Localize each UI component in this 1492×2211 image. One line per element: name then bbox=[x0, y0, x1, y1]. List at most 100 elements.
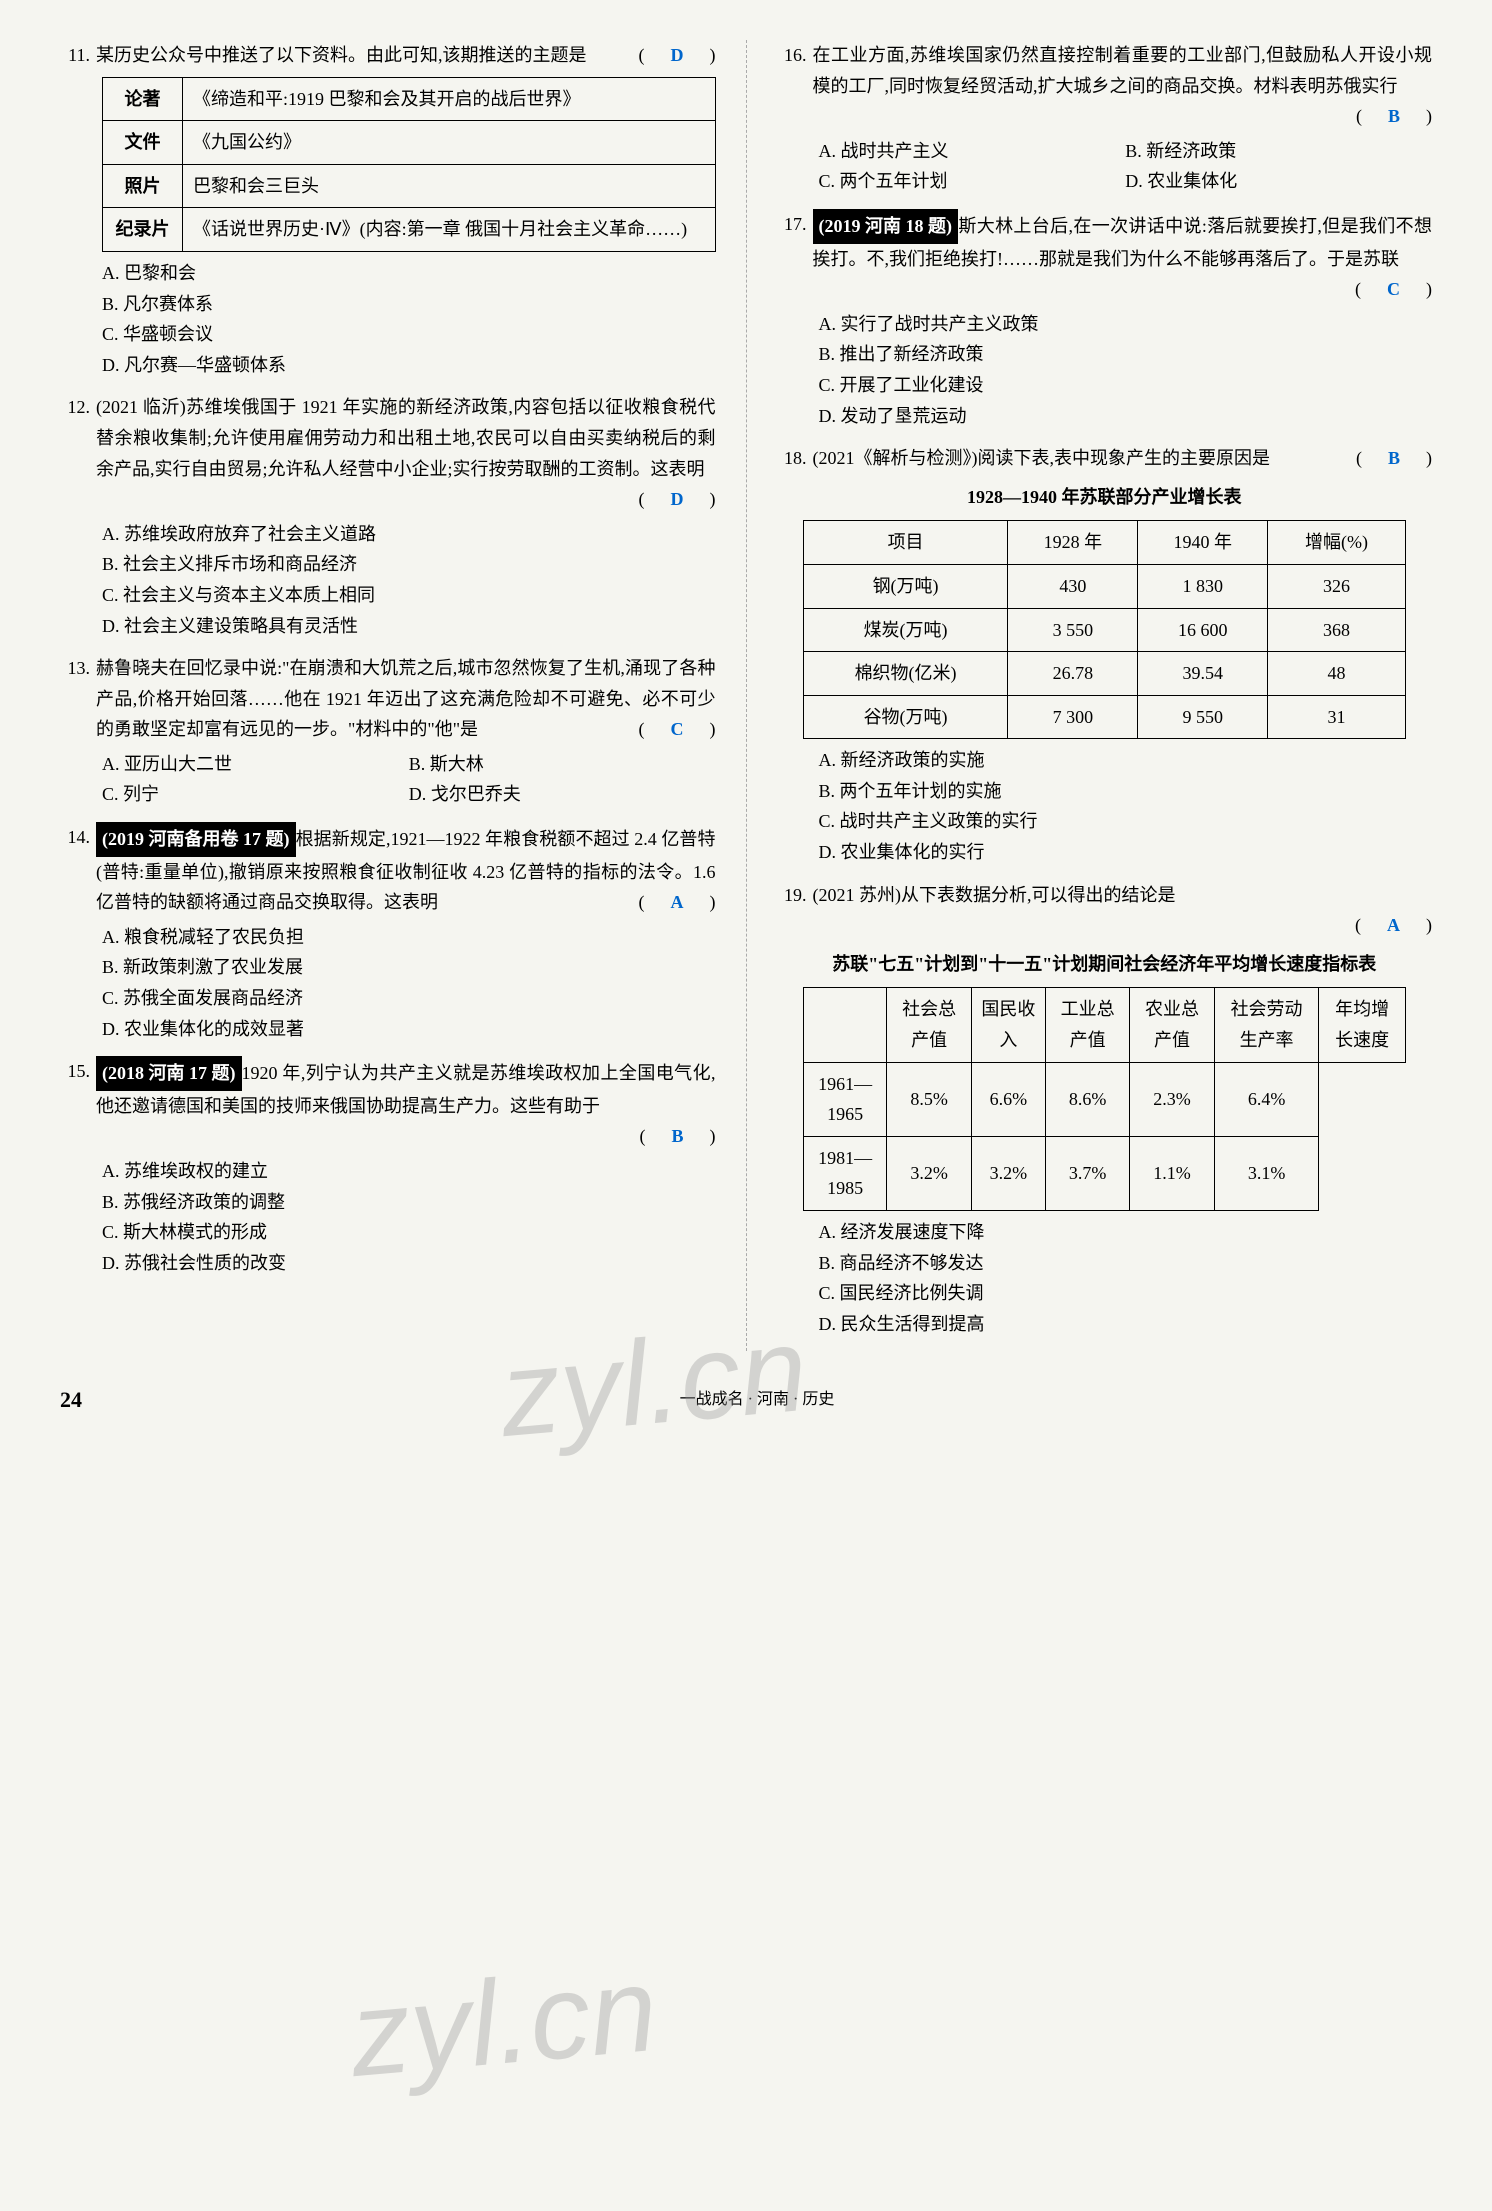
option: B. 商品经济不够发达 bbox=[819, 1248, 1433, 1279]
th bbox=[803, 988, 887, 1062]
option: C. 两个五年计划 bbox=[819, 166, 1126, 197]
q18-table: 项目 1928 年 1940 年 增幅(%) 钢(万吨) 430 1 830 3… bbox=[803, 520, 1406, 739]
option: D. 发动了垦荒运动 bbox=[819, 401, 1433, 432]
q-text: (2018 河南 17 题)1920 年,列宁认为共产主义就是苏维埃政权加上全国… bbox=[96, 1056, 716, 1152]
answer: D bbox=[663, 45, 692, 65]
question-13: 13. 赫鲁晓夫在回忆录中说:"在崩溃和大饥荒之后,城市忽然恢复了生机,涌现了各… bbox=[60, 653, 716, 810]
answer: D bbox=[663, 489, 692, 509]
answer: A bbox=[1379, 915, 1408, 935]
options: A. 战时共产主义 B. 新经济政策 C. 两个五年计划 D. 农业集体化 bbox=[777, 136, 1433, 197]
cell: 2.3% bbox=[1130, 1062, 1214, 1136]
option: D. 农业集体化 bbox=[1125, 166, 1432, 197]
cell: 1 830 bbox=[1138, 564, 1268, 608]
q-body: 赫鲁晓夫在回忆录中说:"在崩溃和大饥荒之后,城市忽然恢复了生机,涌现了各种产品,… bbox=[96, 658, 716, 739]
cell: 1.1% bbox=[1130, 1136, 1214, 1210]
cell: 1961—1965 bbox=[803, 1062, 887, 1136]
book-title: 一战成名 · 河南 · 历史 bbox=[680, 1386, 835, 1413]
q-number: 16. bbox=[777, 40, 813, 71]
question-15: 15. (2018 河南 17 题)1920 年,列宁认为共产主义就是苏维埃政权… bbox=[60, 1056, 716, 1278]
answer: A bbox=[663, 892, 692, 912]
option: B. 斯大林 bbox=[409, 749, 716, 780]
option: B. 新经济政策 bbox=[1125, 136, 1432, 167]
answer-slot: ( B ) bbox=[1356, 443, 1432, 474]
th: 社会总产值 bbox=[887, 988, 971, 1062]
option: D. 苏俄社会性质的改变 bbox=[102, 1248, 716, 1279]
cell: 《话说世界历史·Ⅳ》(内容:第一章 俄国十月社会主义革命……) bbox=[183, 208, 716, 252]
option: D. 社会主义建设策略具有灵活性 bbox=[102, 611, 716, 642]
answer: B bbox=[1380, 106, 1408, 126]
option: C. 列宁 bbox=[102, 779, 409, 810]
q19-table: 社会总产值 国民收入 工业总产值 农业总产值 社会劳动生产率 年均增长速度 19… bbox=[803, 987, 1406, 1211]
cell: 48 bbox=[1268, 652, 1406, 696]
cell: 《缔造和平:1919 巴黎和会及其开启的战后世界》 bbox=[183, 77, 716, 121]
q-text: (2021 临沂)苏维埃俄国于 1921 年实施的新经济政策,内容包括以征收粮食… bbox=[96, 392, 716, 514]
q-body: (2021《解析与检测》)阅读下表,表中现象产生的主要原因是 bbox=[813, 448, 1271, 468]
answer-slot: ( B ) bbox=[639, 1121, 715, 1152]
question-17: 17. (2019 河南 18 题)斯大林上台后,在一次讲话中说:落后就要挨打,… bbox=[777, 209, 1433, 431]
option: A. 亚历山大二世 bbox=[102, 749, 409, 780]
cell: 照片 bbox=[103, 164, 183, 208]
answer-slot: ( C ) bbox=[639, 714, 716, 745]
option: A. 战时共产主义 bbox=[819, 136, 1126, 167]
th: 工业总产值 bbox=[1045, 988, 1129, 1062]
q-number: 18. bbox=[777, 443, 813, 474]
cell: 31 bbox=[1268, 695, 1406, 739]
cell: 368 bbox=[1268, 608, 1406, 652]
answer-slot: ( C ) bbox=[1355, 274, 1432, 305]
cell: 6.4% bbox=[1214, 1062, 1319, 1136]
answer: B bbox=[663, 1126, 691, 1146]
options: A. 苏维埃政府放弃了社会主义道路 B. 社会主义排斥市场和商品经济 C. 社会… bbox=[60, 519, 716, 641]
option: A. 苏维埃政府放弃了社会主义道路 bbox=[102, 519, 716, 550]
cell: 6.6% bbox=[971, 1062, 1045, 1136]
cell: 钢(万吨) bbox=[803, 564, 1008, 608]
table-row: 谷物(万吨) 7 300 9 550 31 bbox=[803, 695, 1405, 739]
cell: 9 550 bbox=[1138, 695, 1268, 739]
q-text: (2019 河南备用卷 17 题)根据新规定,1921—1922 年粮食税额不超… bbox=[96, 822, 716, 918]
left-column: 11. 某历史公众号中推送了以下资料。由此可知,该期推送的主题是 ( D ) 论… bbox=[60, 40, 716, 1351]
options: A. 亚历山大二世 B. 斯大林 C. 列宁 D. 戈尔巴乔夫 bbox=[60, 749, 716, 810]
cell: 8.6% bbox=[1045, 1062, 1129, 1136]
question-16: 16. 在工业方面,苏维埃国家仍然直接控制着重要的工业部门,但鼓励私人开设小规模… bbox=[777, 40, 1433, 197]
option: D. 农业集体化的成效显著 bbox=[102, 1014, 716, 1045]
cell: 谷物(万吨) bbox=[803, 695, 1008, 739]
cell: 1981—1985 bbox=[803, 1136, 887, 1210]
cell: 430 bbox=[1008, 564, 1138, 608]
cell: 3.2% bbox=[887, 1136, 971, 1210]
th: 增幅(%) bbox=[1268, 521, 1406, 565]
options: A. 新经济政策的实施 B. 两个五年计划的实施 C. 战时共产主义政策的实行 … bbox=[777, 745, 1433, 867]
q-body: (2021 苏州)从下表数据分析,可以得出的结论是 bbox=[813, 885, 1176, 905]
option: C. 战时共产主义政策的实行 bbox=[819, 806, 1433, 837]
option: B. 两个五年计划的实施 bbox=[819, 776, 1433, 807]
option: A. 巴黎和会 bbox=[102, 258, 716, 289]
table-row: 论著《缔造和平:1919 巴黎和会及其开启的战后世界》 bbox=[103, 77, 716, 121]
option: D. 凡尔赛—华盛顿体系 bbox=[102, 350, 716, 381]
source-tag: (2018 河南 17 题) bbox=[96, 1056, 242, 1091]
option: C. 社会主义与资本主义本质上相同 bbox=[102, 580, 716, 611]
th: 国民收入 bbox=[971, 988, 1045, 1062]
cell: 文件 bbox=[103, 121, 183, 165]
cell: 326 bbox=[1268, 564, 1406, 608]
option: B. 推出了新经济政策 bbox=[819, 339, 1433, 370]
cell: 纪录片 bbox=[103, 208, 183, 252]
cell: 3.2% bbox=[971, 1136, 1045, 1210]
cell: 3.7% bbox=[1045, 1136, 1129, 1210]
option: A. 实行了战时共产主义政策 bbox=[819, 309, 1433, 340]
answer: B bbox=[1380, 448, 1408, 468]
q-number: 12. bbox=[60, 392, 96, 423]
option: B. 新政策刺激了农业发展 bbox=[102, 952, 716, 983]
option: D. 戈尔巴乔夫 bbox=[409, 779, 716, 810]
q-number: 14. bbox=[60, 822, 96, 853]
option: C. 斯大林模式的形成 bbox=[102, 1217, 716, 1248]
page-container: 11. 某历史公众号中推送了以下资料。由此可知,该期推送的主题是 ( D ) 论… bbox=[60, 40, 1432, 1351]
answer: C bbox=[663, 719, 692, 739]
source-tag: (2019 河南 18 题) bbox=[813, 209, 959, 244]
cell: 39.54 bbox=[1138, 652, 1268, 696]
q-number: 11. bbox=[60, 40, 96, 71]
option: A. 新经济政策的实施 bbox=[819, 745, 1433, 776]
th: 社会劳动生产率 bbox=[1214, 988, 1319, 1062]
table-title: 苏联"七五"计划到"十一五"计划期间社会经济年平均增长速度指标表 bbox=[777, 949, 1433, 980]
table-row: 煤炭(万吨) 3 550 16 600 368 bbox=[803, 608, 1405, 652]
cell: 煤炭(万吨) bbox=[803, 608, 1008, 652]
option: C. 华盛顿会议 bbox=[102, 319, 716, 350]
question-14: 14. (2019 河南备用卷 17 题)根据新规定,1921—1922 年粮食… bbox=[60, 822, 716, 1044]
